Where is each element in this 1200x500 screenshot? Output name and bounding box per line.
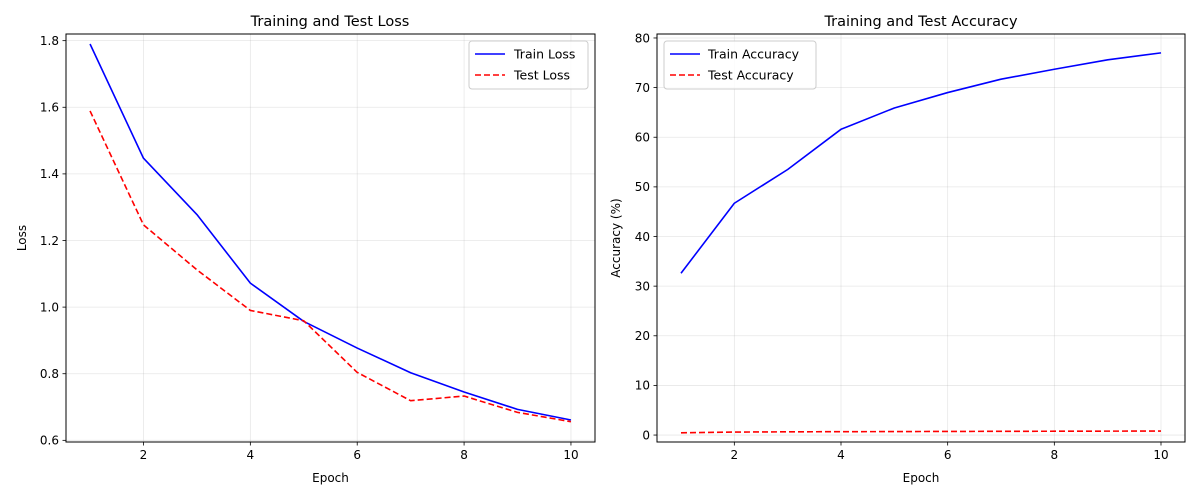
loss-y-tick-label: 1.6	[40, 101, 59, 115]
accuracy-legend: Train Accuracy Test Accuracy	[664, 41, 816, 89]
loss-y-tick-label: 1.0	[40, 300, 59, 314]
accuracy-x-tick-label: 8	[1051, 448, 1059, 462]
loss-x-tick-label: 2	[140, 448, 148, 462]
accuracy-legend-train-label: Train Accuracy	[707, 47, 800, 62]
loss-chart-title: Training and Test Loss	[250, 14, 410, 30]
loss-y-tick-label: 1.4	[40, 167, 59, 181]
loss-y-tick-label: 1.8	[40, 34, 59, 48]
accuracy-x-tick-label: 4	[837, 448, 845, 462]
accuracy-chart-title: Training and Test Accuracy	[823, 14, 1017, 30]
accuracy-y-tick-label: 60	[635, 131, 650, 145]
accuracy-y-tick-label: 10	[635, 379, 650, 393]
accuracy-y-tick-label: 30	[635, 279, 650, 293]
accuracy-y-tick-label: 80	[635, 31, 650, 45]
accuracy-y-tick-label: 70	[635, 81, 650, 95]
loss-x-tick-label: 6	[353, 448, 361, 462]
accuracy-y-tick-label: 50	[635, 180, 650, 194]
loss-plot-area	[66, 34, 595, 442]
accuracy-chart-panel: Training and Test Accuracy 2 4 6 8 10 0 10 20 30…	[609, 14, 1185, 485]
accuracy-x-tick-label: 10	[1153, 448, 1168, 462]
loss-x-tick-label: 10	[563, 448, 578, 462]
loss-y-tick-label: 1.2	[40, 234, 59, 248]
accuracy-y-tick-label: 40	[635, 230, 650, 244]
loss-y-tick-label: 0.8	[40, 367, 59, 381]
loss-legend-train-label: Train Loss	[513, 47, 575, 62]
loss-x-axis-label: Epoch	[312, 471, 349, 485]
loss-x-tick-label: 8	[460, 448, 468, 462]
loss-x-tick-label: 4	[247, 448, 255, 462]
accuracy-legend-test-label: Test Accuracy	[707, 68, 794, 83]
loss-legend: Train Loss Test Loss	[469, 41, 588, 89]
accuracy-y-tick-label: 0	[642, 428, 650, 442]
loss-legend-test-label: Test Loss	[513, 68, 570, 83]
accuracy-x-tick-label: 2	[731, 448, 739, 462]
loss-y-axis-label: Loss	[15, 225, 29, 251]
accuracy-y-axis-label: Accuracy (%)	[609, 198, 623, 277]
accuracy-plot-area	[657, 34, 1185, 442]
loss-chart-panel: Training and Test Loss 2 4 6 8 10 0.6 0.8 1.0 1.…	[15, 14, 595, 485]
accuracy-y-tick-label: 20	[635, 329, 650, 343]
loss-y-tick-label: 0.6	[40, 434, 59, 448]
accuracy-x-axis-label: Epoch	[903, 471, 940, 485]
accuracy-x-tick-label: 6	[944, 448, 952, 462]
